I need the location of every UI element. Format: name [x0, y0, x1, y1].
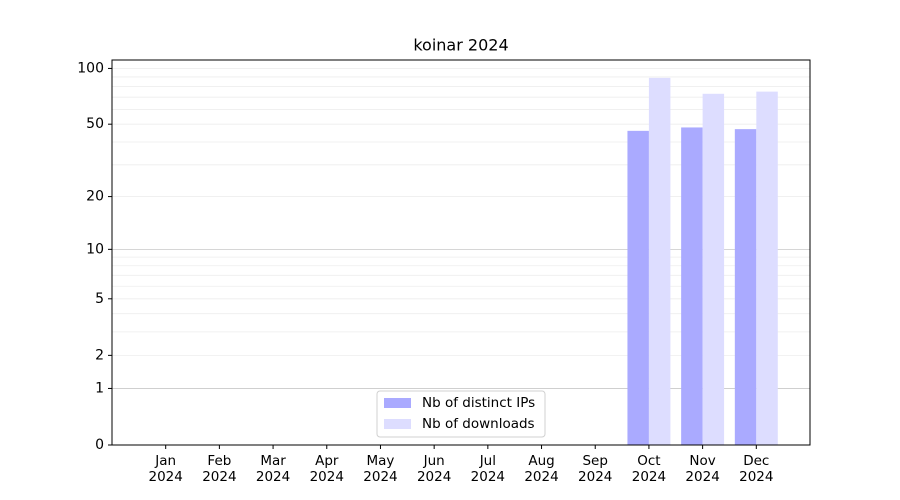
y-tick-label: 100 — [77, 60, 104, 76]
legend-swatch — [384, 419, 411, 429]
y-tick-label: 1 — [95, 380, 104, 396]
x-tick-label: Aug 2024 — [524, 453, 559, 485]
bar — [681, 127, 703, 445]
legend-box — [376, 390, 546, 438]
y-tick-label: 2 — [95, 347, 104, 363]
y-tick-label: 5 — [95, 291, 104, 307]
bar — [756, 91, 778, 445]
chart-title: koinar 2024 — [413, 36, 508, 55]
y-tick-label: 0 — [95, 437, 104, 453]
x-tick-label: Nov 2024 — [685, 453, 720, 485]
legend-label: Nb of downloads — [422, 416, 535, 432]
legend-swatch — [384, 398, 411, 408]
bar — [648, 77, 671, 445]
x-tick-label: Jul 2024 — [470, 453, 506, 485]
x-tick-label: Mar 2024 — [255, 453, 291, 485]
axes-frame — [111, 59, 811, 446]
x-tick-label: Oct 2024 — [631, 453, 667, 485]
x-tick-label: Jan 2024 — [148, 453, 183, 485]
x-tick-label: Apr 2024 — [309, 453, 344, 485]
x-tick-label: Dec 2024 — [739, 453, 774, 485]
bar — [734, 129, 757, 445]
x-tick-label: Sep 2024 — [578, 453, 613, 485]
x-tick-label: Feb 2024 — [202, 453, 237, 485]
bar — [702, 93, 725, 446]
x-tick-label: May 2024 — [363, 453, 398, 485]
legend-label: Nb of distinct IPs — [422, 395, 535, 411]
y-tick-label: 10 — [86, 241, 104, 257]
x-tick-label: Jun 2024 — [416, 453, 452, 485]
bar — [627, 130, 649, 445]
y-tick-label: 50 — [86, 116, 104, 132]
y-tick-label: 20 — [86, 189, 104, 205]
